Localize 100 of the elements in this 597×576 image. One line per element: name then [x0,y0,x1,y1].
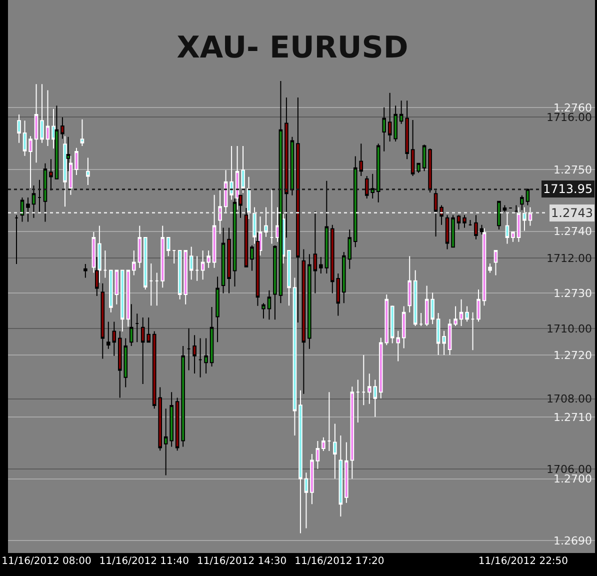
candlestick [32,185,36,218]
candlestick [287,250,291,306]
candlestick [120,270,124,332]
candlestick [502,204,507,212]
candlestick [49,158,53,191]
candlestick [488,263,492,274]
candlestick [338,434,343,517]
candlestick [344,442,348,504]
candlestick [46,90,50,146]
candlestick [526,188,530,206]
candlestick [465,306,469,322]
candlestick [227,227,231,294]
candlestick [304,472,308,529]
candlestick [310,454,314,505]
candlestick [322,436,326,452]
candlestick [186,328,191,371]
y2-tick-label: 1.2750 [554,163,592,176]
candlestick [198,338,202,378]
candlestick [40,84,44,144]
candlestick [362,354,366,406]
candlestick [181,346,185,448]
candlestick [430,292,434,325]
candlestick [402,306,406,349]
y2-tick-label: 1.2700 [554,472,592,486]
candlestick [468,220,472,226]
candlestick [92,231,96,274]
candlestick [241,145,245,194]
candlestick [520,194,524,211]
candlestick [28,136,32,189]
candlestick [422,144,426,172]
candlestick [448,318,452,356]
candlestick [436,312,440,356]
candlestick [26,196,30,222]
candlestick [252,206,256,244]
candlestick [250,244,254,272]
candlestick [17,114,21,144]
candlestick [382,106,386,152]
candlestick [143,237,148,290]
candlestick [454,306,458,326]
x-tick-label: 11/16/2012 14:30 [196,556,287,567]
candlestick [456,214,461,230]
candlestick [428,148,432,194]
candlestick [270,189,274,244]
candlestick [451,214,455,248]
ref-line-label: 1.2743 [551,206,593,220]
candlestick [333,423,337,480]
x-tick-label: 11/16/2012 22:50 [478,556,568,567]
candlestick [189,246,194,280]
candlestick [511,231,515,242]
candlestick [262,302,266,320]
candlestick [399,100,404,124]
candlestick [497,200,501,230]
candlestick [14,214,18,264]
candlestick [230,145,234,200]
candlestick [34,84,38,164]
candlestick [221,227,226,294]
candlestick [160,225,165,288]
candlestick [195,256,199,282]
candlestick [204,338,208,374]
candlestick [54,105,59,180]
candlestick [200,250,205,280]
candlestick [480,224,484,235]
candlestick [394,105,398,142]
candlestick [264,206,268,238]
candlestick [405,100,409,160]
candlestick [60,116,64,140]
y-tick-label: 1710.00 [546,322,592,336]
candlestick [316,440,320,470]
candlestick [356,379,360,423]
y2-tick-label: 1.2690 [554,534,592,548]
candlestick [63,136,67,208]
candlestick [298,390,302,534]
candlestick [445,214,450,250]
candlestick [149,263,154,306]
candlestick [43,162,48,222]
candlestick [302,248,306,394]
candlestick [424,285,429,326]
y-tick-label: 1708.00 [546,392,592,406]
candlestick [224,170,228,213]
candlestick [212,194,216,268]
ref-line-label: 1713.95 [543,182,593,196]
candlestick [459,298,464,326]
candlestick [100,282,105,360]
candlestick [258,216,262,256]
candlestick [494,250,498,276]
candlestick [290,136,294,196]
candlestick [216,276,220,343]
candlestick [522,206,526,232]
candlestick [474,214,478,240]
candlestick [308,254,312,350]
candlestick [172,250,176,264]
candlestick [38,179,42,212]
candlestick [319,256,323,274]
candlestick [482,228,486,306]
candlestick [419,312,423,326]
candlestick [470,312,475,351]
candlestick [244,208,248,268]
x-tick-label: 11/16/2012 17:20 [294,556,384,567]
text: XAU- EURUSD [176,30,408,66]
candlestick [276,206,280,242]
